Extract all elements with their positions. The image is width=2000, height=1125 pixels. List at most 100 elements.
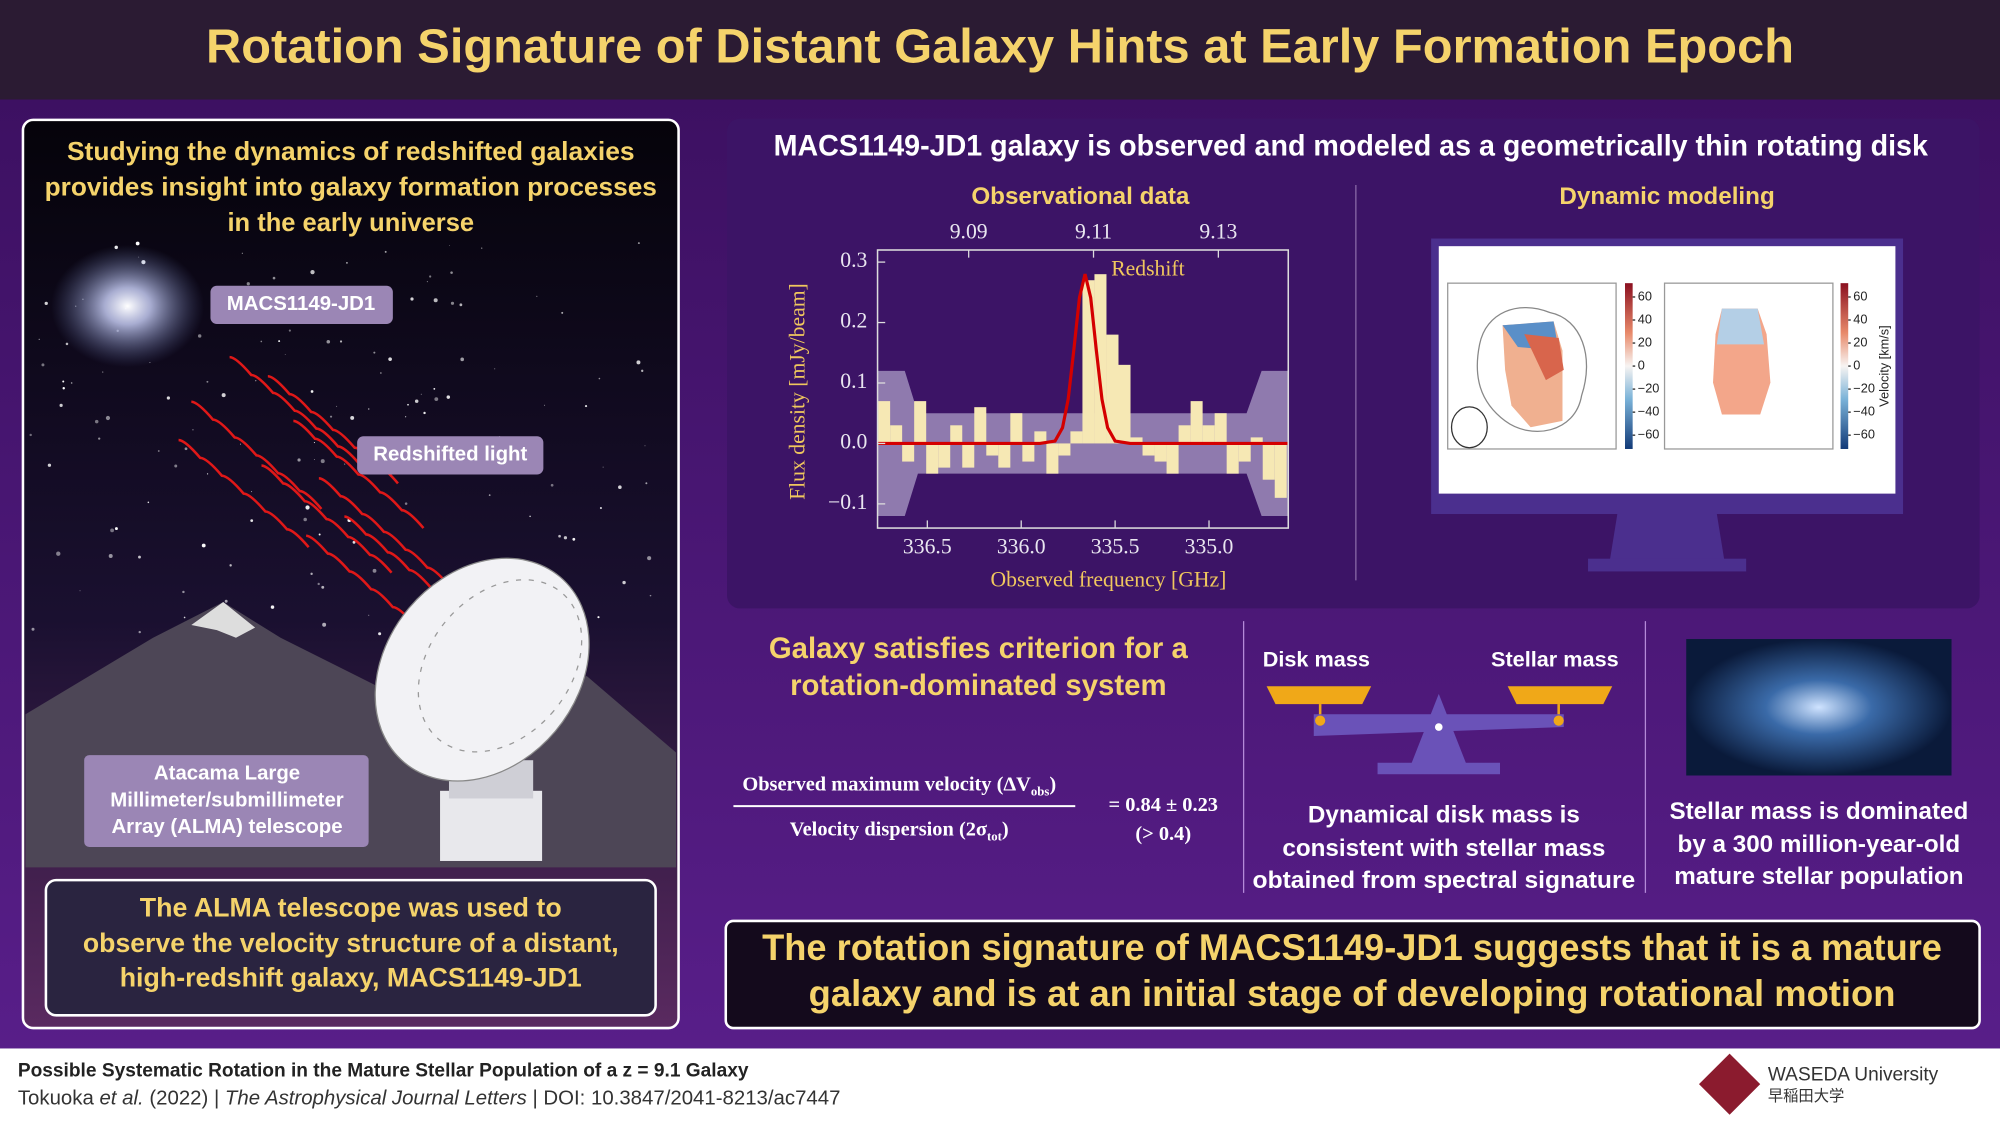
- star: [70, 382, 73, 384]
- star: [29, 433, 32, 437]
- colorbar-tick-label: 60: [1853, 288, 1867, 303]
- star: [310, 572, 313, 576]
- population-text: by a 300 million-year-old: [1678, 831, 1961, 858]
- star: [166, 396, 170, 400]
- star: [184, 447, 188, 451]
- label-box: [84, 755, 369, 847]
- star: [637, 242, 640, 245]
- star: [346, 262, 348, 264]
- star: [310, 390, 314, 393]
- star: [649, 594, 652, 597]
- light-wave: [318, 477, 450, 587]
- star: [317, 582, 320, 586]
- star: [326, 339, 331, 344]
- star: [44, 301, 48, 306]
- star: [138, 555, 141, 559]
- star: [372, 568, 377, 573]
- colorbar-tick-label: −20: [1853, 380, 1875, 395]
- monitor: [1431, 238, 1904, 572]
- citation-part: et al.: [99, 1088, 143, 1110]
- star: [598, 377, 601, 380]
- star: [108, 554, 113, 558]
- star: [647, 556, 652, 561]
- spectrum-bar: [1274, 443, 1287, 498]
- spectrum-bar: [938, 443, 951, 468]
- conclusion-line: galaxy and is at an initial stage of dev…: [809, 973, 1896, 1014]
- star: [446, 395, 451, 399]
- star: [339, 340, 343, 343]
- spectrum-bar: [1238, 443, 1251, 462]
- y-tick-label: 0.3: [840, 248, 867, 272]
- paper-title: Possible Systematic Rotation in the Matu…: [18, 1060, 749, 1081]
- star: [41, 363, 45, 367]
- star: [584, 405, 588, 408]
- spectrum-bar: [1166, 443, 1179, 474]
- x-tick-label: 336.5: [903, 534, 952, 558]
- balance-scale: [1266, 686, 1613, 775]
- equation-text: Velocity dispersion (2σ: [790, 818, 987, 840]
- section-title: Dynamic modeling: [1559, 183, 1774, 210]
- spectrum-bar: [1022, 443, 1035, 462]
- star: [183, 616, 186, 619]
- star: [114, 527, 118, 531]
- x2-tick-label: 9.13: [1199, 219, 1237, 243]
- spectrum-bar: [974, 407, 987, 444]
- spectrum-bar: [950, 425, 963, 444]
- citation: Tokuoka et al. (2022) | The Astrophysica…: [18, 1088, 841, 1110]
- university-logo: [1698, 1053, 1761, 1115]
- star: [38, 338, 40, 340]
- light-wave: [229, 355, 361, 466]
- star: [378, 632, 382, 636]
- star: [561, 311, 564, 314]
- mass-text: obtained from spectral signature: [1253, 867, 1636, 894]
- star: [645, 482, 648, 485]
- colorbar-tick-label: 20: [1853, 334, 1867, 349]
- equation-text: Observed maximum velocity (ΔV: [742, 773, 1031, 795]
- star: [352, 540, 356, 544]
- light-wave: [191, 400, 323, 510]
- spectrum-bar: [1154, 443, 1167, 462]
- mass-text: Dynamical disk mass is: [1308, 802, 1580, 829]
- spectrum-bar: [1010, 413, 1023, 444]
- label-box: [357, 436, 544, 475]
- star: [284, 354, 286, 355]
- star: [450, 301, 455, 305]
- star: [380, 372, 382, 374]
- spectrum-bar: [962, 443, 975, 468]
- colorbar-ticks: 60 40 20 0 −20 −40 −60 60 40 20 0 −20 −40 −60: [1632, 288, 1875, 442]
- spectrum-bar: [1250, 437, 1263, 444]
- equation-threshold: (> 0.4): [1135, 823, 1191, 845]
- star: [297, 458, 301, 462]
- star: [622, 580, 626, 585]
- light-wave: [178, 438, 310, 549]
- star: [206, 380, 209, 383]
- summary-box: [44, 878, 657, 1017]
- star: [241, 252, 243, 254]
- y-tick-label: −0.1: [828, 490, 867, 514]
- star: [572, 537, 576, 541]
- summary-line: high-redshift galaxy, MACS1149-JD1: [120, 963, 582, 993]
- star: [388, 357, 392, 361]
- light-label: Redshifted light: [373, 444, 527, 466]
- spectrum-bar: [1262, 443, 1275, 480]
- star: [550, 483, 554, 487]
- star: [56, 551, 61, 556]
- label-box: [210, 285, 393, 324]
- star: [197, 334, 202, 338]
- star: [481, 247, 483, 249]
- star: [105, 415, 111, 421]
- spectrum-chart: −0.1 0.0 0.1 0.2 0.3 336.5 336.0 335.5 335.0 9.09…: [786, 219, 1290, 592]
- noise-band-area: [877, 370, 1289, 516]
- star: [229, 564, 232, 567]
- star: [558, 534, 561, 538]
- equation-numerator: Observed maximum velocity (ΔVobs): [742, 773, 1056, 798]
- star: [255, 380, 257, 382]
- spectrum-bar: [1058, 443, 1071, 456]
- spectrum-bar: [1178, 425, 1191, 444]
- star: [62, 380, 65, 383]
- colorbar-label: Velocity [km/s]: [1877, 325, 1892, 406]
- equation-result: = 0.84 ± 0.23: [1109, 794, 1218, 816]
- criterion-title: Galaxy satisfies criterion for a: [769, 632, 1189, 665]
- star: [433, 387, 436, 390]
- citation-part: The Astrophysical Journal Letters: [225, 1088, 527, 1110]
